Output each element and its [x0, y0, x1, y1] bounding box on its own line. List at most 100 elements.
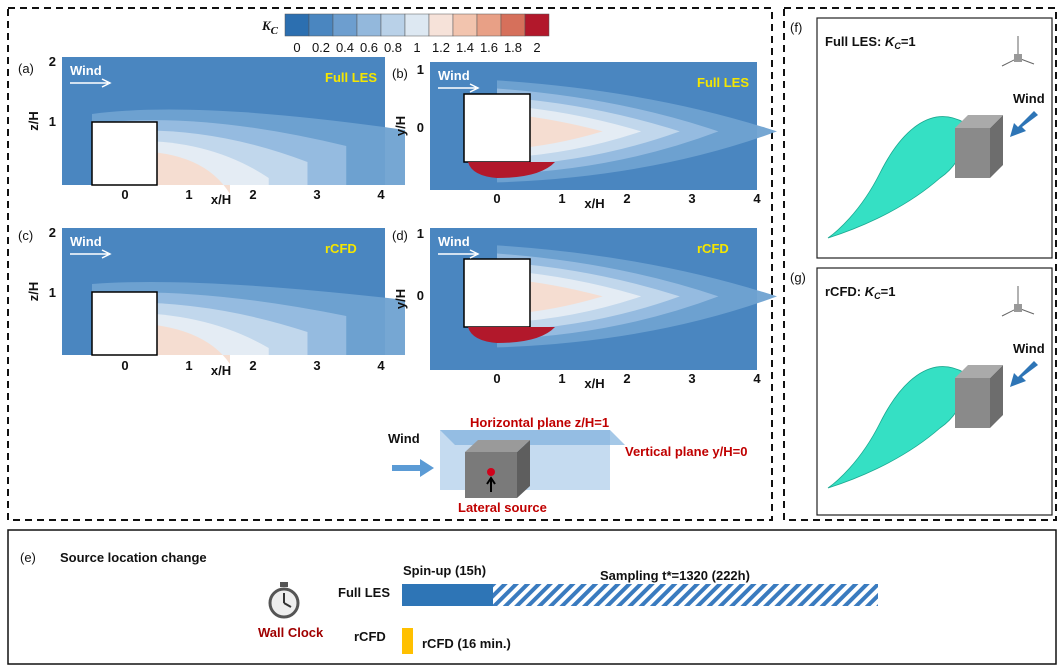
colorbar-tick-label: 1.2 [432, 40, 450, 55]
colorbar-cell [453, 14, 477, 36]
colorbar-cell [525, 14, 549, 36]
wind-label: Wind [1013, 341, 1045, 356]
y-axis-label: z/H [26, 282, 41, 302]
x-tick-label: 1 [558, 191, 565, 206]
wind-arrow [392, 459, 434, 477]
panel-label: (e) [20, 550, 36, 565]
horizontal-plane [440, 430, 625, 445]
row-label: rCFD [354, 629, 386, 644]
colorbar-cell [381, 14, 405, 36]
colorbar-cell [477, 14, 501, 36]
vertical-label: Vertical plane y/H=0 [625, 444, 747, 459]
x-tick-label: 1 [185, 358, 192, 373]
method-label: Full LES [325, 70, 377, 85]
x-tick-label: 4 [753, 191, 761, 206]
x-tick-label: 2 [623, 371, 630, 386]
colorbar-tick-label: 0.8 [384, 40, 402, 55]
x-tick-label: 0 [493, 191, 500, 206]
colorbar-tick-label: 0.2 [312, 40, 330, 55]
title-text: rCFD: [825, 284, 865, 299]
y-axis-label: y/H [393, 289, 408, 309]
colorbar-cell [501, 14, 525, 36]
x-axis-label: x/H [584, 376, 604, 391]
title-text: =1 [901, 34, 916, 49]
panel-label: (f) [790, 20, 802, 35]
x-axis-label: x/H [211, 192, 231, 207]
y-tick-label: 1 [49, 114, 56, 129]
colorbar-tick-label: 1.4 [456, 40, 474, 55]
title-text: Full LES: [825, 34, 885, 49]
x-tick-label: 4 [377, 187, 385, 202]
x-tick-label: 3 [688, 191, 695, 206]
wind-label: Wind [438, 234, 470, 249]
x-tick-label: 2 [623, 191, 630, 206]
y-axis-label: y/H [393, 116, 408, 136]
x-tick-label: 0 [121, 358, 128, 373]
method-label: Full LES [697, 75, 749, 90]
panels: (a) Wind Full LES 0 1 2 3 4 x/H 1 2 z/H (b) Wind Full … [18, 54, 777, 391]
x-tick-label: 0 [121, 187, 128, 202]
source-dot [487, 468, 495, 476]
x-tick-label: 2 [249, 187, 256, 202]
page: {"colorbar":{"symbol":"K","sub":"C","tic… [0, 0, 1061, 670]
figure: 0 0.2 0.4 0.6 0.8 1 1.2 1.4 1.6 1.8 2 KC (a) Wind Fu… [0, 0, 1061, 670]
sampling-bar [493, 584, 878, 606]
sampling-label: Sampling t*=1320 (222h) [600, 568, 750, 583]
spinup-label: Spin-up (15h) [403, 563, 486, 578]
timeline-title: Source location change [60, 550, 207, 565]
panel-label: (b) [392, 66, 408, 81]
colorbar-cell [309, 14, 333, 36]
axis-cube [1014, 304, 1022, 312]
colorbar-tick-label: 1.8 [504, 40, 522, 55]
horizontal-label: Horizontal plane z/H=1 [470, 415, 609, 430]
building [92, 292, 157, 355]
timeline: (e) Source location change Wall Clock Fu… [20, 550, 878, 654]
colorbar-tick-label: 0.4 [336, 40, 354, 55]
x-axis-label: x/H [211, 363, 231, 378]
x-axis-label: x/H [584, 196, 604, 211]
x-tick-label: 4 [377, 358, 385, 373]
wind-label: Wind [1013, 91, 1045, 106]
iso-title: Full LES: KC=1 [825, 34, 916, 51]
colorbar-cell [357, 14, 381, 36]
y-tick-label: 0 [417, 120, 424, 135]
subscript: C [271, 25, 279, 37]
y-tick-label: 2 [49, 54, 56, 69]
cube-front [955, 128, 990, 178]
cube-front [955, 378, 990, 428]
x-tick-label: 4 [753, 371, 761, 386]
y-tick-label: 1 [417, 62, 424, 77]
panel-label: (c) [18, 228, 33, 243]
y-tick-label: 0 [417, 288, 424, 303]
rcfd-bar [402, 628, 413, 654]
colorbar-tick-label: 1 [413, 40, 420, 55]
colorbar-label: KC [261, 18, 279, 37]
x-tick-label: 1 [185, 187, 192, 202]
x-tick-label: 3 [313, 187, 320, 202]
wind-label: Wind [70, 63, 102, 78]
building [464, 259, 530, 327]
colorbar-tick-label: 0.6 [360, 40, 378, 55]
colorbar-tick-label: 0 [293, 40, 300, 55]
schematic: Wind Horizontal plane z/H=1 Vertical pla… [388, 415, 747, 515]
colorbar-cell [285, 14, 309, 36]
x-tick-label: 0 [493, 371, 500, 386]
panel-label: (a) [18, 61, 34, 76]
x-tick-label: 3 [688, 371, 695, 386]
wind-label: Wind [70, 234, 102, 249]
y-tick-label: 1 [417, 226, 424, 241]
method-label: rCFD [697, 241, 729, 256]
rcfd-bar-label: rCFD (16 min.) [422, 636, 511, 651]
colorbar-cell [405, 14, 429, 36]
y-axis-label: z/H [26, 111, 41, 131]
method-label: rCFD [325, 241, 357, 256]
axis-cube [1014, 54, 1022, 62]
building [464, 94, 530, 162]
building [92, 122, 157, 185]
clock-icon [270, 582, 298, 617]
colorbar-tick-label: 1.6 [480, 40, 498, 55]
iso-title: rCFD: KC=1 [825, 284, 895, 301]
y-tick-label: 1 [49, 285, 56, 300]
